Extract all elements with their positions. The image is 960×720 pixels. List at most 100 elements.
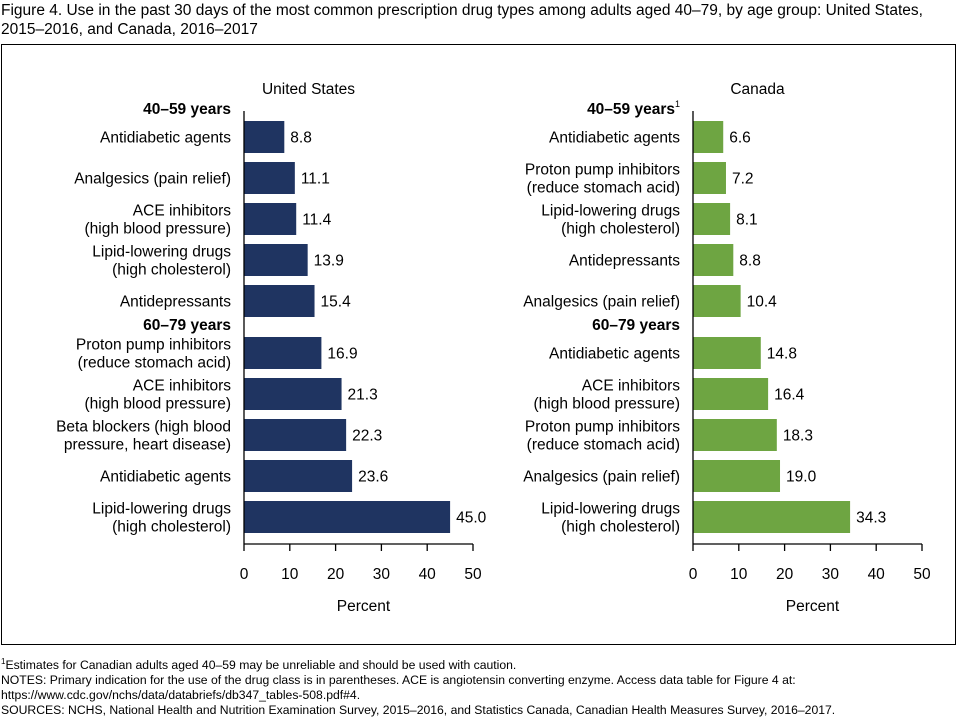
us-x-tick-label: 10 [281, 566, 299, 583]
canada-bar-value-label: 8.8 [739, 253, 761, 270]
canada-category-label: Lipid-lowering drugs [541, 203, 680, 220]
us-bar-value-label: 8.8 [290, 130, 312, 147]
canada-bar [693, 162, 726, 194]
us-category-label: Antidiabetic agents [100, 469, 231, 486]
us-bar-value-label: 11.1 [301, 171, 330, 188]
us-category-label: ACE inhibitors [133, 378, 231, 395]
canada-panel-title: Canada [730, 81, 785, 98]
canada-bar-value-label: 14.8 [767, 346, 797, 363]
canada-bar [693, 121, 724, 153]
us-category-label: ACE inhibitors [133, 203, 231, 220]
us-bar [244, 162, 295, 194]
us-category-label: (high cholesterol) [112, 519, 231, 536]
footnote: 1Estimates for Canadian adults aged 40–5… [1, 656, 956, 673]
us-category-label: Antidiabetic agents [100, 130, 231, 147]
us-bar-value-label: 15.4 [321, 294, 352, 311]
canada-x-tick-label: 50 [913, 566, 931, 583]
canada-bar-value-label: 18.3 [783, 428, 813, 445]
canada-category-label: (high cholesterol) [561, 519, 680, 536]
canada-bar [693, 337, 761, 369]
us-x-tick-label: 20 [327, 566, 345, 583]
us-bar [244, 337, 322, 369]
us-bar [244, 501, 451, 533]
notes-section: 1Estimates for Canadian adults aged 40–5… [1, 656, 956, 718]
us-category-label: pressure, heart disease) [64, 437, 231, 454]
us-bar-value-label: 21.3 [348, 387, 378, 404]
canada-x-tick-label: 30 [822, 566, 840, 583]
us-bar [244, 378, 342, 410]
us-x-tick-label: 0 [240, 566, 249, 583]
canada-category-label: Lipid-lowering drugs [541, 501, 680, 518]
us-group-header: 60–79 years [143, 317, 231, 334]
canada-x-axis-label: Percent [786, 598, 840, 615]
us-category-label: Lipid-lowering drugs [92, 501, 231, 518]
chart-canvas: United States 40–59 years 8.8 Antidiabetic … [56, 81, 931, 615]
us-panel-title: United States [262, 81, 355, 98]
canada-x-tick-label: 10 [730, 566, 748, 583]
us-bar [244, 419, 347, 451]
canada-bar [693, 501, 851, 533]
canada-category-label: Analgesics (pain relief) [523, 294, 680, 311]
canada-category-label: (reduce stomach acid) [527, 437, 680, 454]
canada-bar-value-label: 19.0 [786, 469, 817, 486]
us-category-label: Lipid-lowering drugs [92, 244, 231, 261]
us-category-label: (reduce stomach acid) [78, 355, 231, 372]
us-category-label: Proton pump inhibitors [76, 337, 231, 354]
us-bar [244, 244, 308, 276]
us-bar-value-label: 16.9 [327, 346, 357, 363]
us-x-tick-label: 30 [373, 566, 391, 583]
us-category-label: (high blood pressure) [85, 396, 231, 413]
canada-category-label: Antidepressants [569, 253, 680, 270]
canada-bar-value-label: 34.3 [856, 510, 886, 527]
canada-bar-value-label: 6.6 [729, 130, 751, 147]
canada-category-label: Proton pump inhibitors [525, 419, 680, 436]
us-x-axis-label: Percent [337, 598, 391, 615]
canada-x-tick-label: 0 [689, 566, 698, 583]
canada-x-tick-label: 20 [776, 566, 794, 583]
canada-category-label: ACE inhibitors [582, 378, 680, 395]
canada-bar-value-label: 16.4 [774, 387, 805, 404]
us-category-label: Analgesics (pain relief) [74, 171, 231, 188]
canada-x-tick-label: 40 [868, 566, 886, 583]
figure-title: Figure 4. Use in the past 30 days of the… [1, 2, 923, 38]
us-category-label: Antidepressants [120, 294, 231, 311]
canada-category-label: (high blood pressure) [534, 396, 680, 413]
us-group-header: 40–59 years [143, 101, 231, 118]
us-category-label: Beta blockers (high blood [56, 419, 231, 436]
us-bar [244, 285, 315, 317]
canada-group-header: 40–59 years1 [587, 99, 680, 118]
us-bar-value-label: 22.3 [352, 428, 382, 445]
us-x-tick-label: 40 [419, 566, 437, 583]
us-bar [244, 121, 285, 153]
canada-bar [693, 285, 741, 317]
us-x-tick-label: 50 [464, 566, 482, 583]
sources-line: SOURCES: NCHS, National Health and Nutri… [1, 703, 836, 717]
canada-bar-value-label: 8.1 [736, 212, 758, 229]
canada-bar [693, 460, 781, 492]
notes-line-2[interactable]: https://www.cdc.gov/nchs/data/databriefs… [1, 688, 361, 702]
chart-frame: United States 40–59 years 8.8 Antidiabetic … [1, 44, 956, 645]
canada-bar-value-label: 7.2 [732, 171, 754, 188]
canada-bar [693, 203, 731, 235]
us-bar-value-label: 23.6 [358, 469, 388, 486]
us-category-label: (high blood pressure) [85, 221, 231, 238]
canada-category-label: Proton pump inhibitors [525, 162, 680, 179]
canada-category-label: (high cholesterol) [561, 221, 680, 238]
notes-line-1: NOTES: Primary indication for the use of… [1, 673, 796, 687]
canada-bar [693, 378, 769, 410]
canada-group-header: 60–79 years [592, 317, 680, 334]
footnote-mark: 1 [1, 656, 6, 666]
us-category-label: (high cholesterol) [112, 262, 231, 279]
canada-bar [693, 419, 777, 451]
canada-category-label: Antidiabetic agents [549, 346, 680, 363]
canada-category-label: (reduce stomach acid) [527, 180, 680, 197]
canada-category-label: Antidiabetic agents [549, 130, 680, 147]
canada-category-label: Analgesics (pain relief) [523, 469, 680, 486]
canada-bar-value-label: 10.4 [747, 294, 778, 311]
footnote-text: Estimates for Canadian adults aged 40–59… [5, 658, 517, 672]
canada-bar [693, 244, 734, 276]
us-bar [244, 203, 297, 235]
us-bar [244, 460, 353, 492]
us-bar-value-label: 13.9 [314, 253, 344, 270]
us-bar-value-label: 45.0 [456, 510, 487, 527]
